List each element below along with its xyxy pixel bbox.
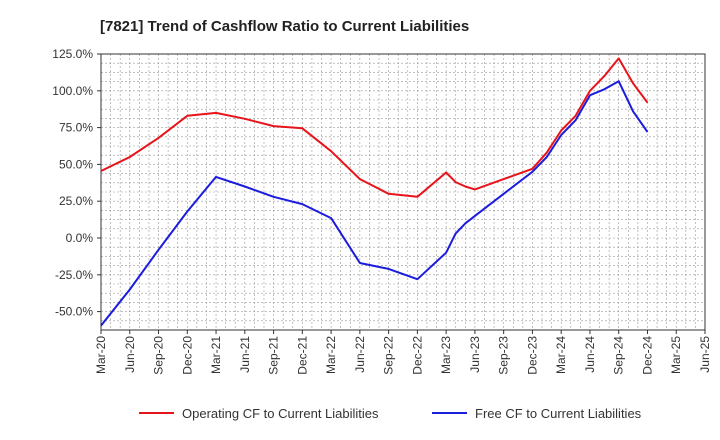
x-tick-label: Mar-21 bbox=[209, 336, 223, 374]
x-tick-label: Jun-24 bbox=[583, 336, 597, 373]
series-line-1 bbox=[100, 80, 649, 327]
x-tick-label: Mar-25 bbox=[669, 336, 683, 374]
legend-label-free-cf: Free CF to Current Liabilities bbox=[475, 406, 642, 421]
chart-title: [7821] Trend of Cashflow Ratio to Curren… bbox=[100, 18, 469, 35]
x-tick-label: Sep-20 bbox=[152, 336, 166, 375]
x-tick-label: Mar-22 bbox=[324, 336, 338, 374]
legend-label-operating-cf: Operating CF to Current Liabilities bbox=[182, 406, 379, 421]
x-tick-label: Jun-21 bbox=[238, 336, 252, 373]
x-tick-label: Jun-20 bbox=[123, 336, 137, 373]
x-tick-label: Sep-24 bbox=[612, 336, 626, 375]
x-tick-label: Dec-21 bbox=[295, 336, 309, 375]
y-tick-label: 0.0% bbox=[66, 231, 94, 245]
x-tick-label: Jun-23 bbox=[468, 336, 482, 373]
x-tick-label: Sep-22 bbox=[382, 336, 396, 375]
x-tick-label: Dec-22 bbox=[410, 336, 424, 375]
x-tick-label: Mar-20 bbox=[94, 336, 108, 374]
x-tick-label: Jun-25 bbox=[698, 336, 712, 373]
y-tick-label: 25.0% bbox=[59, 194, 93, 208]
y-tick-label: 75.0% bbox=[59, 121, 93, 135]
y-tick-label: 100.0% bbox=[52, 84, 93, 98]
x-tick-label: Dec-20 bbox=[180, 336, 194, 375]
series-lines bbox=[100, 57, 649, 327]
x-tick-label: Dec-24 bbox=[640, 336, 654, 375]
y-axis: 125.0% 100.0% 75.0% 50.0% 25.0% 0.0% -25.0% -50… bbox=[52, 47, 101, 319]
x-tick-label: Mar-24 bbox=[554, 336, 568, 374]
x-tick-label: Sep-21 bbox=[267, 336, 281, 375]
x-tick-label: Dec-23 bbox=[525, 336, 539, 375]
x-tick-label: Mar-23 bbox=[439, 336, 453, 374]
series-line-0 bbox=[100, 57, 649, 198]
x-axis: Mar-20 Jun-20 Sep-20 Dec-20 Mar-21 Jun-21 Sep-… bbox=[94, 330, 712, 375]
legend: Operating CF to Current Liabilities Free… bbox=[139, 406, 642, 421]
y-tick-label: 125.0% bbox=[52, 47, 93, 61]
y-tick-label: 50.0% bbox=[59, 157, 93, 171]
y-tick-label: -25.0% bbox=[55, 268, 93, 282]
x-tick-label: Jun-22 bbox=[353, 336, 367, 373]
x-tick-label: Sep-23 bbox=[497, 336, 511, 375]
y-tick-label: -50.0% bbox=[55, 305, 93, 319]
grid bbox=[100, 53, 706, 331]
plot-frame bbox=[100, 53, 706, 331]
